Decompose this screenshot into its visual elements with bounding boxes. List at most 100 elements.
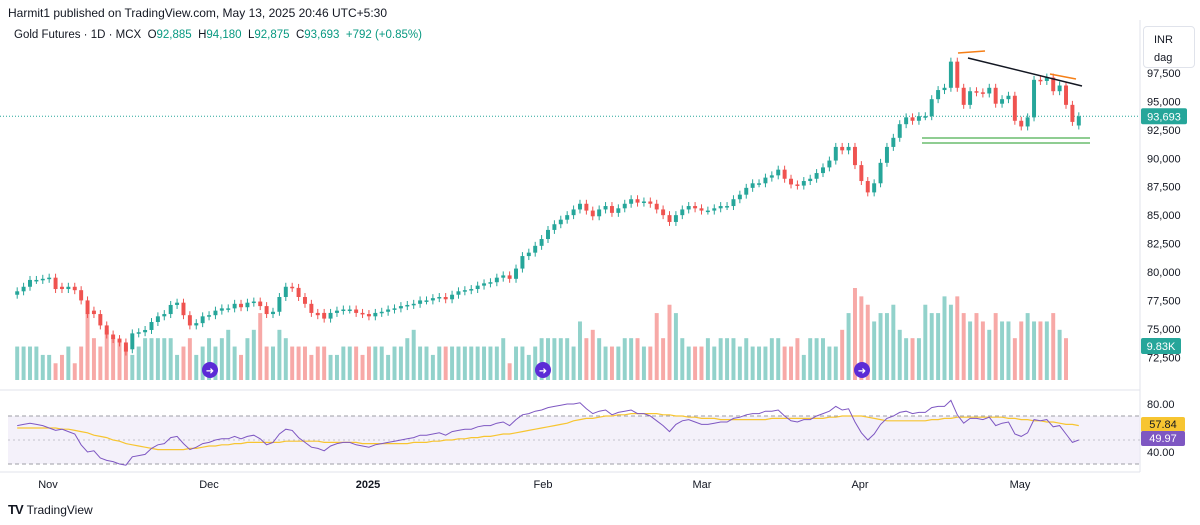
close-label: C [295,29,305,41]
volume-bar [91,338,96,380]
time-tick-label: May [1010,479,1031,491]
volume-bar [405,338,410,380]
candle-body [552,224,557,230]
volume-bar [782,346,787,380]
volume-bar [341,346,346,380]
candle-body [718,206,723,209]
candle-body [699,208,704,211]
event-marker-icon [202,362,218,378]
candle-body [872,183,877,193]
candle-body [584,203,589,211]
volume-bar [552,338,557,380]
candle-body [488,282,493,284]
candle-body [904,117,909,125]
candle-body [430,298,435,301]
volume-bar [1006,321,1011,380]
volume-bar [175,354,180,380]
candle-body [175,302,180,305]
volume-bar [686,346,691,380]
volume-bar [667,304,672,380]
candle-body [162,314,167,317]
symbol-name[interactable]: Gold Futures · 1D · MCX [14,29,142,41]
candle-body [859,165,864,182]
candle-body [200,316,205,324]
candle-body [840,146,845,151]
volume-bar [757,346,762,380]
candle-body [654,203,659,210]
volume-bar [373,346,378,380]
volume-bar [808,338,813,380]
candle-body [993,87,998,104]
candle-body [111,334,116,340]
candle-body [251,301,256,304]
candle-body [878,162,883,184]
volume-bar [245,338,250,380]
volume-bar [347,346,352,380]
time-tick-label: Dec [199,479,219,491]
volume-bar [763,346,768,380]
volume-bar [398,346,403,380]
volume-bar [846,313,851,380]
volume-bar [85,313,90,380]
volume-bar [891,304,896,380]
candle-body [309,303,314,313]
volume-bar [1051,313,1056,380]
volume-bar [430,354,435,380]
volume-bar [1012,338,1017,380]
candle-body [418,300,423,304]
candle-body [776,169,781,176]
candle-body [277,297,282,312]
candle-body [28,279,32,287]
candle-body [884,146,889,163]
volume-bar [155,338,160,380]
volume-bar [53,363,58,380]
candle-body [207,315,212,317]
volume-bar [603,346,608,380]
volume-bar [66,346,71,380]
candle-body [923,116,928,118]
volume-bar [904,338,909,380]
volume-bar [546,338,550,380]
volume-bar [654,313,659,380]
volume-bar [801,354,806,380]
volume-bar [936,313,941,380]
volume-bar [162,338,167,380]
volume-bar [590,329,595,380]
candle-body [462,290,467,292]
volume-bar [1064,338,1068,380]
publisher-line: Harmit1 published on TradingView.com, Ma… [8,6,387,20]
volume-bar [916,338,921,380]
candle-body [980,92,985,94]
price-tick-label: 77,500 [1147,295,1181,307]
trendline-resistance [967,57,1083,87]
candle-body [411,303,416,306]
candle-body [514,268,519,279]
volume-bar [725,338,730,380]
candle-body [667,215,672,222]
candle-body [526,252,531,257]
footer-brand[interactable]: TradingView [26,502,93,517]
candle-body [136,332,141,334]
candle-body [98,314,103,326]
volume-bar [910,338,915,380]
candle-body [968,91,973,105]
candle-body [558,219,563,225]
candle-body [590,210,595,217]
top-marker-1 [957,50,986,54]
volume-bar [360,354,365,380]
volume-bar [258,313,263,380]
candle-body [271,311,275,315]
last-price-label: 93,693 [1147,111,1181,123]
price-chart[interactable]: 97,500 95,000 92,500 90,000 87,500 85,000 82,5… [0,0,1200,500]
price-tick-label: 90,000 [1147,153,1181,165]
volume-bar [424,346,429,380]
volume-bar [143,338,148,380]
candle-body [1032,79,1037,118]
volume-bar [47,354,52,380]
currency-unit-button[interactable]: INR dag [1143,26,1195,68]
candle-body [187,315,192,326]
volume-bar [993,313,998,380]
volume-bar [315,346,320,380]
candle-body [661,209,666,216]
volume-bar [21,346,26,380]
